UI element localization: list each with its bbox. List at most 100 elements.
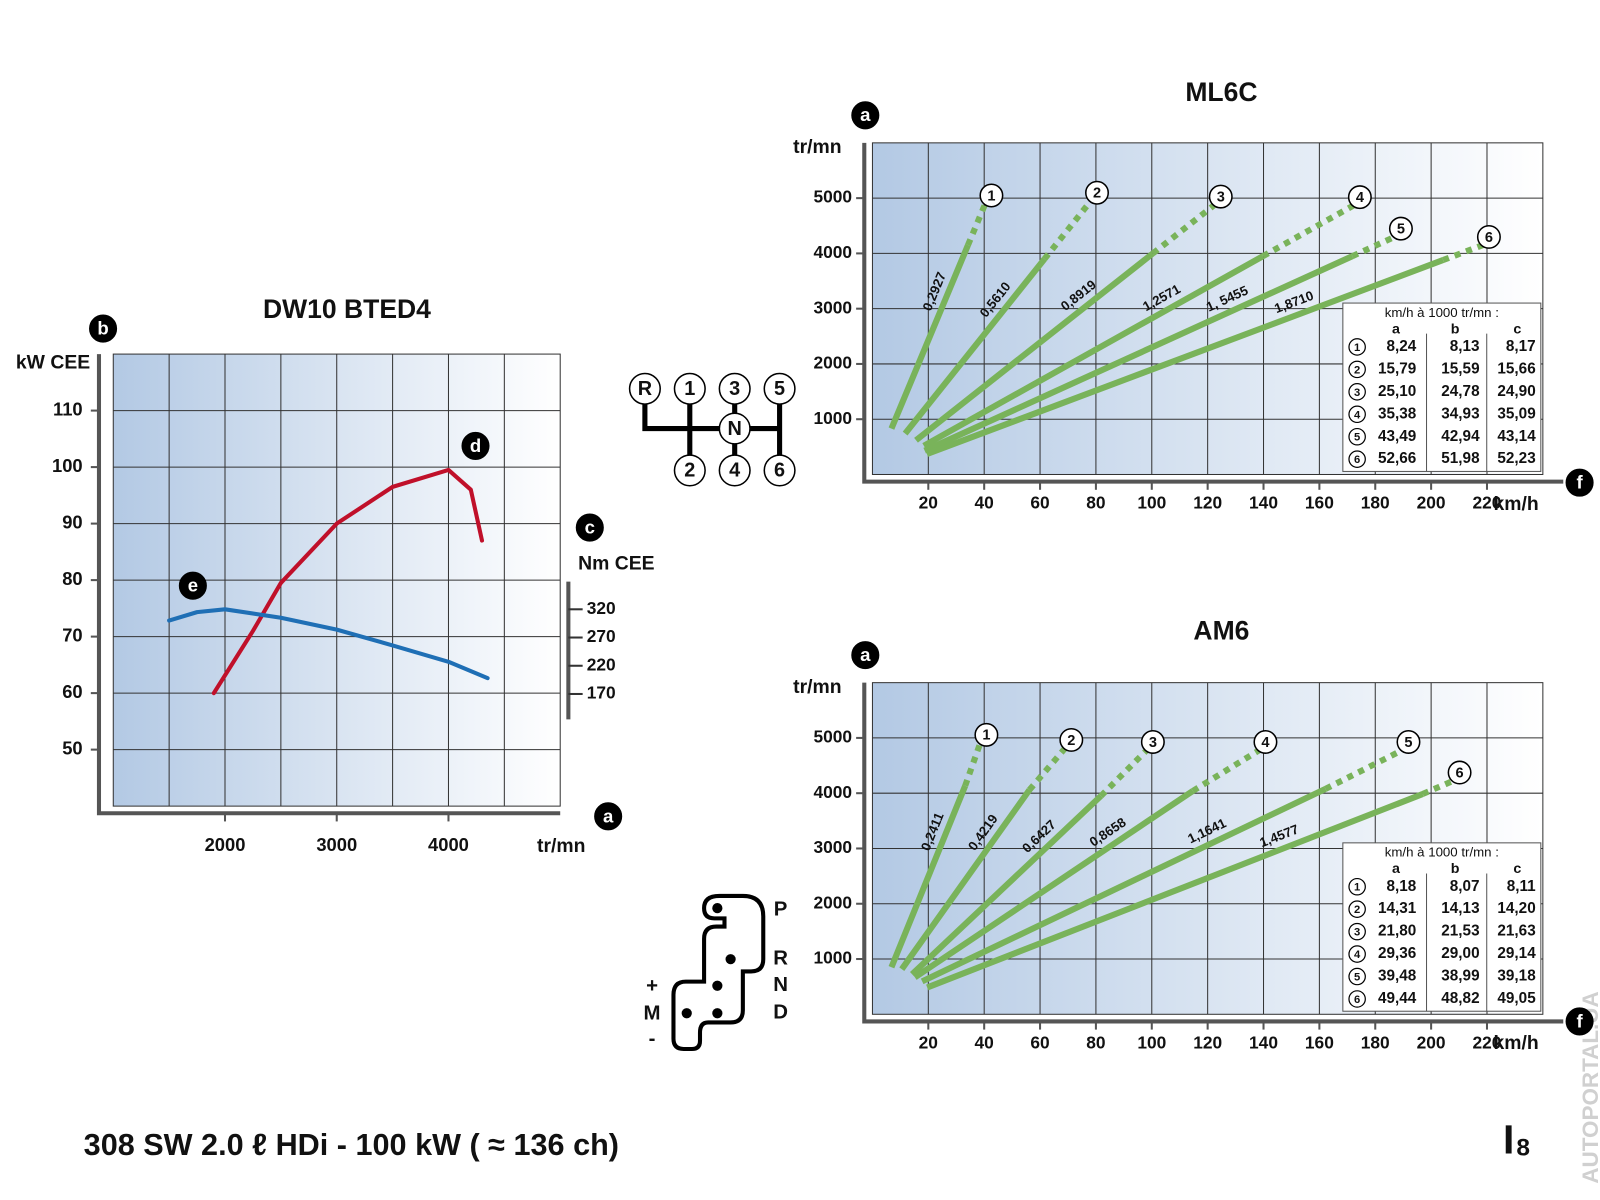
shift-label: N bbox=[728, 418, 742, 440]
table-cell: 52,23 bbox=[1497, 450, 1535, 467]
table-column-header: c bbox=[1513, 861, 1521, 877]
x-tick-label: 140 bbox=[1249, 493, 1278, 513]
gear-number: 1 bbox=[987, 188, 995, 204]
y-axis-label: tr/mn bbox=[793, 676, 841, 698]
gear-number: 3 bbox=[1149, 735, 1157, 751]
gear-number-circle bbox=[1388, 216, 1413, 241]
gear-number-circle bbox=[979, 183, 1004, 208]
table-column-header: c bbox=[1513, 321, 1521, 337]
table-cell: 15,66 bbox=[1497, 360, 1535, 377]
axis-marker-circle bbox=[594, 802, 623, 831]
table-cell: 25,10 bbox=[1378, 383, 1416, 400]
gear-line-extension bbox=[1261, 202, 1356, 259]
axis-line bbox=[862, 142, 1564, 484]
shift-label-circle bbox=[718, 412, 751, 445]
y-tick-label: 100 bbox=[52, 455, 83, 476]
table-cell: 39,48 bbox=[1378, 968, 1417, 985]
table-cell: 15,59 bbox=[1441, 360, 1479, 377]
table-gear-circle bbox=[1348, 450, 1366, 468]
x-tick-label: 2000 bbox=[205, 834, 246, 855]
y-tick-label: 1000 bbox=[813, 948, 852, 968]
table-cell: 52,66 bbox=[1378, 450, 1416, 467]
series-line bbox=[211, 467, 485, 696]
y-tick-label: 4000 bbox=[813, 242, 852, 262]
table-box bbox=[1342, 302, 1542, 472]
y2-axis-label: Nm CEE bbox=[578, 552, 655, 574]
table-gear-circle bbox=[1348, 405, 1366, 424]
page-letter: I bbox=[1503, 1117, 1514, 1163]
axis-marker-circle bbox=[178, 571, 207, 600]
shift-label-circle bbox=[628, 372, 661, 405]
y-tick-label: 5000 bbox=[813, 187, 852, 207]
gear-line bbox=[899, 788, 1032, 971]
table-gear-number: 4 bbox=[1354, 409, 1361, 421]
y-tick-label: 2000 bbox=[813, 892, 852, 912]
gear-line bbox=[902, 257, 1047, 436]
table-gear-number: 6 bbox=[1354, 994, 1360, 1006]
y-tick-label: 50 bbox=[62, 737, 82, 758]
gear-line-extension bbox=[1191, 747, 1261, 794]
table-box bbox=[1342, 842, 1542, 1012]
selector-label: + bbox=[646, 975, 658, 997]
table-gear-number: 1 bbox=[1354, 882, 1360, 894]
table-gear-number: 6 bbox=[1354, 454, 1360, 466]
table-cell: 14,13 bbox=[1441, 900, 1479, 917]
y2-tick-label: 270 bbox=[587, 626, 616, 646]
axis-marker: a bbox=[860, 644, 871, 665]
gear-line-extension bbox=[962, 741, 984, 787]
gear-number: 4 bbox=[1356, 190, 1365, 206]
shift-label: 3 bbox=[729, 378, 740, 400]
axis-marker: b bbox=[97, 317, 108, 338]
table-cell: 38,99 bbox=[1441, 968, 1479, 985]
table-cell: 24,78 bbox=[1441, 383, 1480, 400]
table-cell: 15,79 bbox=[1378, 360, 1416, 377]
shift-label: 4 bbox=[729, 460, 740, 482]
y2-tick-label: 220 bbox=[587, 654, 616, 674]
x-tick-label: 140 bbox=[1249, 1032, 1278, 1052]
axis-marker: c bbox=[585, 516, 595, 537]
table-cell: 21,53 bbox=[1441, 923, 1479, 940]
axis-marker: a bbox=[603, 805, 614, 826]
table-gear-circle bbox=[1348, 900, 1366, 918]
x-tick-label: 100 bbox=[1137, 1032, 1166, 1052]
x-tick-label: 100 bbox=[1137, 493, 1166, 513]
x-axis-label: km/h bbox=[1494, 1032, 1539, 1054]
y-axis-label: kW CEE bbox=[16, 351, 90, 373]
shift-label-circle bbox=[718, 454, 751, 487]
table-gear-number: 2 bbox=[1354, 364, 1360, 376]
table-cell: 21,80 bbox=[1378, 923, 1416, 940]
table-title: km/h à 1000 tr/mn : bbox=[1385, 305, 1499, 320]
manual-shift-diagram bbox=[642, 388, 783, 471]
gear-number: 1 bbox=[982, 728, 990, 744]
table-cell: 43,49 bbox=[1378, 428, 1416, 445]
table-cell: 51,98 bbox=[1441, 450, 1480, 467]
gear-line bbox=[920, 786, 1327, 985]
gear-line bbox=[913, 788, 1195, 980]
table-gear-circle bbox=[1348, 360, 1366, 379]
gear-number-circle bbox=[1447, 760, 1472, 785]
gear-number-circle bbox=[1085, 180, 1110, 205]
table-gear-circle bbox=[1348, 945, 1366, 963]
table-cell: 29,00 bbox=[1441, 945, 1479, 962]
table-gear-circle bbox=[1348, 877, 1366, 896]
axis-marker-circle bbox=[851, 101, 880, 130]
axis-marker-circle bbox=[575, 513, 604, 542]
x-tick-label: 160 bbox=[1305, 1032, 1334, 1052]
x-tick-label: 80 bbox=[1086, 493, 1105, 513]
gear-line-extension bbox=[965, 202, 989, 247]
axis-marker: e bbox=[188, 575, 198, 596]
gear-line bbox=[922, 253, 1265, 449]
y-tick-label: 1000 bbox=[813, 408, 852, 428]
table-cell: 8,07 bbox=[1450, 878, 1480, 895]
table-cell: 35,38 bbox=[1378, 405, 1417, 422]
shift-label: R bbox=[638, 378, 652, 400]
y-tick-label: 3000 bbox=[813, 297, 852, 317]
table-cell: 24,90 bbox=[1497, 383, 1535, 400]
axis-marker: f bbox=[1576, 1010, 1583, 1031]
shift-label-circle bbox=[673, 454, 706, 487]
axis-marker: d bbox=[470, 435, 481, 456]
page-number: 8 bbox=[1516, 1134, 1530, 1161]
x-axis-label: tr/mn bbox=[537, 835, 585, 857]
gear-number: 5 bbox=[1397, 222, 1405, 238]
